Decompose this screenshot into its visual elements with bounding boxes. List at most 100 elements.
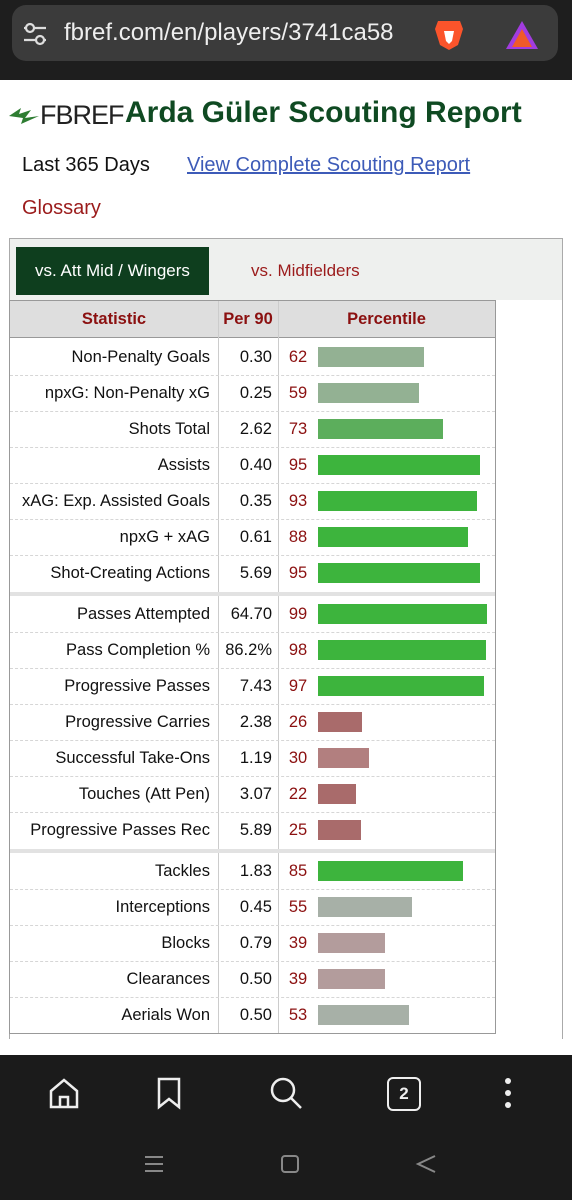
percentile-value: 93 <box>288 492 308 510</box>
stat-name: Blocks <box>161 934 210 952</box>
per90-value: 0.50 <box>239 970 272 988</box>
row-divider <box>10 555 495 556</box>
row-divider <box>10 447 495 448</box>
per90-value: 0.61 <box>239 528 272 546</box>
percentile-value: 25 <box>288 821 308 839</box>
tab[interactable]: vs. Midfielders <box>251 261 360 280</box>
percentile-bar <box>318 897 413 917</box>
search-button[interactable] <box>268 1075 304 1111</box>
per90-value: 86.2% <box>225 641 272 659</box>
browser-nav: 2 <box>0 1055 572 1200</box>
percentile-bar <box>318 563 481 583</box>
percentile-value: 95 <box>288 456 308 474</box>
percentile-bar <box>318 347 425 367</box>
row-divider <box>10 375 495 376</box>
percentile-value: 59 <box>288 384 308 402</box>
stat-name: Progressive Carries <box>65 713 210 731</box>
percentile-bar <box>318 969 385 989</box>
percentile-value: 39 <box>288 970 308 988</box>
stat-name: Non-Penalty Goals <box>71 348 211 366</box>
per90-value: 0.50 <box>239 1006 272 1024</box>
row-divider <box>10 704 495 705</box>
tab-bar: vs. Att Mid / Wingers vs. Midfielders <box>10 239 562 300</box>
row-divider <box>10 925 495 926</box>
column-divider <box>218 301 219 1033</box>
url-text[interactable]: fbref.com/en/players/3741ca58 <box>64 19 394 46</box>
percentile-bar <box>318 640 486 660</box>
stat-name: Tackles <box>154 862 210 880</box>
site-settings-icon[interactable] <box>22 21 48 47</box>
per90-value: 0.30 <box>239 348 272 366</box>
per90-value: 0.25 <box>239 384 272 402</box>
percentile-value: 55 <box>288 898 308 916</box>
percentile-bar <box>318 1005 409 1025</box>
percentile-value: 99 <box>288 605 308 623</box>
per90-value: 0.35 <box>239 492 272 510</box>
address-bar[interactable]: fbref.com/en/players/3741ca58 <box>12 5 558 61</box>
glossary-link[interactable]: Glossary <box>22 197 101 219</box>
page-title: Arda Güler Scouting Report <box>125 96 522 129</box>
tab-active[interactable]: vs. Att Mid / Wingers <box>16 247 209 295</box>
period-label: Last 365 Days <box>22 154 150 176</box>
menu-button[interactable] <box>500 1075 516 1111</box>
percentile-value: 95 <box>288 564 308 582</box>
percentile-bar <box>318 933 385 953</box>
report-link[interactable]: View Complete Scouting Report <box>187 154 471 176</box>
percentile-value: 53 <box>288 1006 308 1024</box>
per90-value: 0.45 <box>239 898 272 916</box>
column-header: Statistic <box>81 310 147 328</box>
per90-value: 2.62 <box>239 420 272 438</box>
stat-name: Aerials Won <box>121 1006 210 1024</box>
percentile-bar <box>318 604 488 624</box>
per90-value: 3.07 <box>239 785 272 803</box>
row-divider <box>10 483 495 484</box>
bookmark-button[interactable] <box>154 1075 184 1111</box>
stat-name: Assists <box>157 456 210 474</box>
logo-text[interactable]: FBREF <box>40 100 125 130</box>
stat-name: Shot-Creating Actions <box>50 564 210 582</box>
tabs-button[interactable]: 2 <box>387 1077 421 1111</box>
stat-name: Successful Take-Ons <box>55 749 210 767</box>
percentile-value: 88 <box>288 528 308 546</box>
stat-name: Touches (Att Pen) <box>78 785 210 803</box>
percentile-bar <box>318 491 478 511</box>
stat-name: Passes Attempted <box>77 605 210 623</box>
scouting-table: Statistic Per 90 Percentile Non-Penalty Goa… <box>9 300 496 1034</box>
browser-bar: fbref.com/en/players/3741ca58 <box>0 0 572 80</box>
group-separator <box>10 592 495 596</box>
percentile-bar <box>318 455 481 475</box>
home-button[interactable] <box>46 1075 82 1111</box>
per90-value: 0.40 <box>239 456 272 474</box>
stat-name: Pass Completion % <box>66 641 210 659</box>
percentile-value: 62 <box>288 348 308 366</box>
per90-value: 7.43 <box>239 677 272 695</box>
percentile-bar <box>318 784 356 804</box>
row-divider <box>10 519 495 520</box>
percentile-value: 97 <box>288 677 308 695</box>
percentile-bar <box>318 861 464 881</box>
row-divider <box>10 961 495 962</box>
row-divider <box>10 411 495 412</box>
stat-name: npxG: Non-Penalty xG <box>44 384 210 402</box>
stat-name: Clearances <box>126 970 210 988</box>
stat-name: Progressive Passes <box>64 677 210 695</box>
per90-value: 2.38 <box>239 713 272 731</box>
row-divider <box>10 632 495 633</box>
row-divider <box>10 997 495 998</box>
percentile-bar <box>318 383 419 403</box>
per90-value: 1.19 <box>239 749 272 767</box>
row-divider <box>10 740 495 741</box>
stat-name: Progressive Passes Rec <box>30 821 210 839</box>
percentile-bar <box>318 820 361 840</box>
logo-icon <box>9 108 39 124</box>
percentile-bar <box>318 712 363 732</box>
percentile-value: 85 <box>288 862 308 880</box>
rewards-icon[interactable] <box>504 19 540 51</box>
row-divider <box>10 889 495 890</box>
percentile-bar <box>318 419 443 439</box>
brave-icon[interactable] <box>432 17 466 51</box>
stat-name: Interceptions <box>115 898 210 916</box>
percentile-bar <box>318 748 370 768</box>
group-separator <box>10 849 495 853</box>
